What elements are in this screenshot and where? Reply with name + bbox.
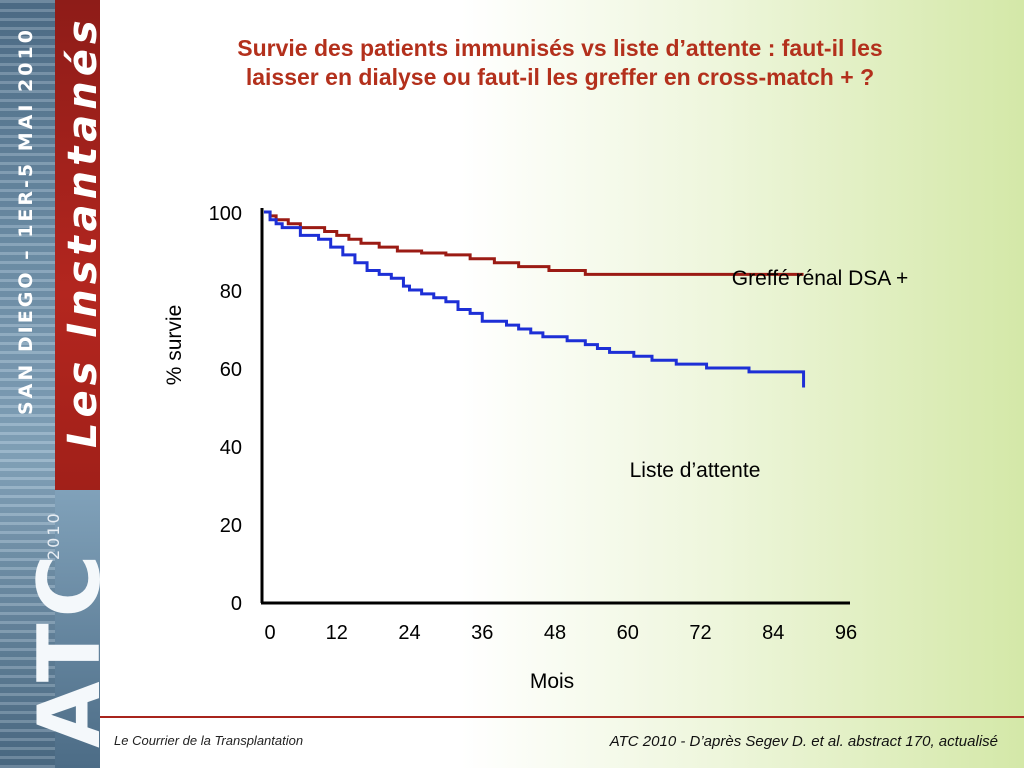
title-line-1: Survie des patients immunisés vs liste d… xyxy=(237,35,883,61)
waitlist-series-label: Liste d’attente xyxy=(630,459,761,482)
x-tick-label: 72 xyxy=(689,622,711,644)
graft-survival-line xyxy=(264,210,804,276)
x-tick-label: 12 xyxy=(326,622,348,644)
title-line-2: laisser en dialyse ou faut-il les greffe… xyxy=(245,64,875,90)
y-axis-title: % survie xyxy=(163,305,186,386)
y-tick-label: 100 xyxy=(209,203,242,225)
red-band xyxy=(55,0,100,490)
y-tick-label: 0 xyxy=(231,593,242,615)
x-tick-label: 48 xyxy=(544,622,566,644)
y-tick-label: 20 xyxy=(220,515,242,537)
x-tick-label: 96 xyxy=(835,622,857,644)
footer-divider xyxy=(100,716,1024,718)
waitlist-survival-line xyxy=(264,210,806,388)
footer-source-journal: Le Courrier de la Transplantation xyxy=(114,733,304,748)
skyline-background xyxy=(0,0,55,768)
x-axis-title: Mois xyxy=(530,670,574,693)
y-tick-label: 80 xyxy=(220,281,242,303)
x-tick-label: 24 xyxy=(398,622,420,644)
slide-title: Survie des patients immunisés vs liste d… xyxy=(150,34,970,92)
y-tick-label: 60 xyxy=(220,359,242,381)
x-tick-label: 36 xyxy=(471,622,493,644)
footer-citation: ATC 2010 - D’après Segev D. et al. abstr… xyxy=(609,733,998,750)
sidebar-banner: SAN DIEGO – 1ER-5 MAI 2010 Les Instantan… xyxy=(0,0,100,768)
x-tick-label: 84 xyxy=(762,622,784,644)
x-tick-label: 60 xyxy=(617,622,639,644)
y-tick-label: 40 xyxy=(220,437,242,459)
graft-series-label: Greffé rénal DSA + xyxy=(732,267,908,290)
x-tick-label: 0 xyxy=(264,622,275,644)
